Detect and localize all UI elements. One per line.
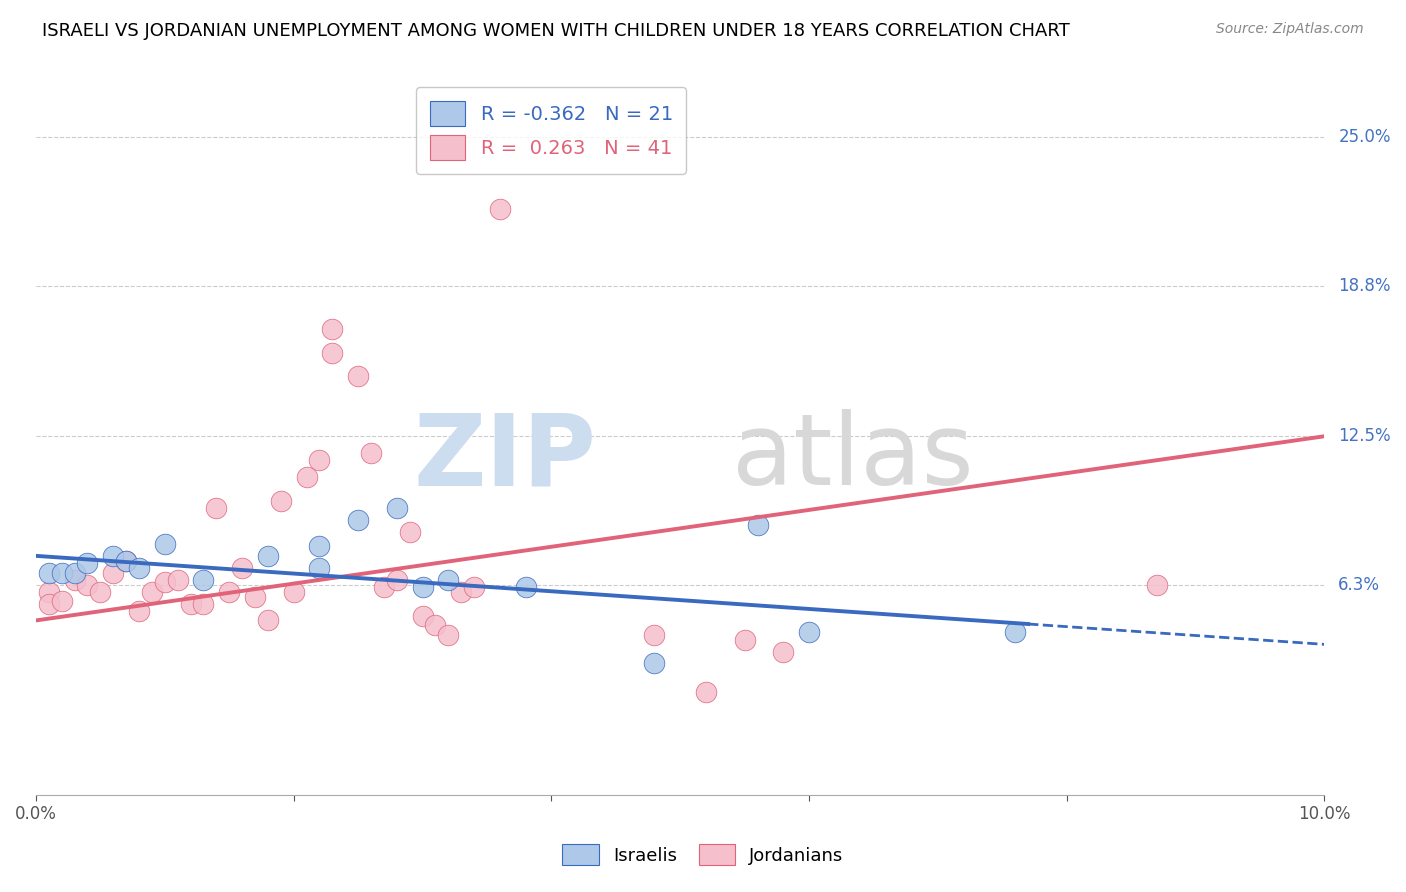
- Point: [103, 566, 125, 580]
- Point: [437, 573, 460, 587]
- Point: [103, 549, 125, 563]
- Point: [425, 618, 447, 632]
- Point: [128, 604, 150, 618]
- Point: [115, 554, 138, 568]
- Point: [141, 584, 163, 599]
- Point: [450, 584, 472, 599]
- Point: [51, 566, 73, 580]
- Point: [38, 597, 60, 611]
- Point: [734, 632, 756, 647]
- Point: [321, 345, 343, 359]
- Point: [463, 580, 485, 594]
- Point: [385, 501, 408, 516]
- Text: 6.3%: 6.3%: [1339, 575, 1381, 593]
- Point: [218, 584, 240, 599]
- Point: [193, 597, 215, 611]
- Text: ZIP: ZIP: [413, 409, 596, 507]
- Point: [643, 628, 665, 642]
- Point: [797, 625, 820, 640]
- Point: [308, 539, 330, 553]
- Point: [373, 580, 395, 594]
- Point: [695, 685, 717, 699]
- Point: [38, 566, 60, 580]
- Point: [308, 453, 330, 467]
- Point: [360, 446, 382, 460]
- Point: [411, 608, 433, 623]
- Point: [321, 321, 343, 335]
- Point: [270, 493, 292, 508]
- Point: [1146, 577, 1168, 591]
- Point: [243, 590, 266, 604]
- Point: [63, 573, 86, 587]
- Point: [437, 628, 460, 642]
- Text: 12.5%: 12.5%: [1339, 427, 1391, 445]
- Point: [76, 577, 98, 591]
- Point: [308, 561, 330, 575]
- Point: [347, 369, 370, 384]
- Point: [38, 584, 60, 599]
- Point: [89, 584, 111, 599]
- Point: [166, 573, 188, 587]
- Point: [643, 657, 665, 671]
- Text: atlas: atlas: [731, 409, 973, 507]
- Point: [257, 549, 280, 563]
- Text: Source: ZipAtlas.com: Source: ZipAtlas.com: [1216, 22, 1364, 37]
- Point: [153, 537, 176, 551]
- Point: [488, 202, 510, 216]
- Point: [398, 524, 420, 539]
- Legend: R = -0.362   N = 21, R =  0.263   N = 41: R = -0.362 N = 21, R = 0.263 N = 41: [416, 87, 686, 174]
- Text: ISRAELI VS JORDANIAN UNEMPLOYMENT AMONG WOMEN WITH CHILDREN UNDER 18 YEARS CORRE: ISRAELI VS JORDANIAN UNEMPLOYMENT AMONG …: [42, 22, 1070, 40]
- Point: [51, 594, 73, 608]
- Point: [515, 580, 537, 594]
- Point: [411, 580, 433, 594]
- Point: [772, 644, 794, 658]
- Legend: Israelis, Jordanians: Israelis, Jordanians: [554, 835, 852, 874]
- Point: [128, 561, 150, 575]
- Text: 25.0%: 25.0%: [1339, 128, 1391, 146]
- Text: 18.8%: 18.8%: [1339, 277, 1391, 294]
- Point: [193, 573, 215, 587]
- Point: [295, 470, 318, 484]
- Point: [76, 556, 98, 570]
- Point: [347, 513, 370, 527]
- Point: [257, 614, 280, 628]
- Point: [115, 554, 138, 568]
- Point: [205, 501, 228, 516]
- Point: [231, 561, 253, 575]
- Point: [385, 573, 408, 587]
- Point: [283, 584, 305, 599]
- Point: [153, 575, 176, 590]
- Point: [1004, 625, 1026, 640]
- Point: [180, 597, 202, 611]
- Point: [747, 517, 769, 532]
- Point: [63, 566, 86, 580]
